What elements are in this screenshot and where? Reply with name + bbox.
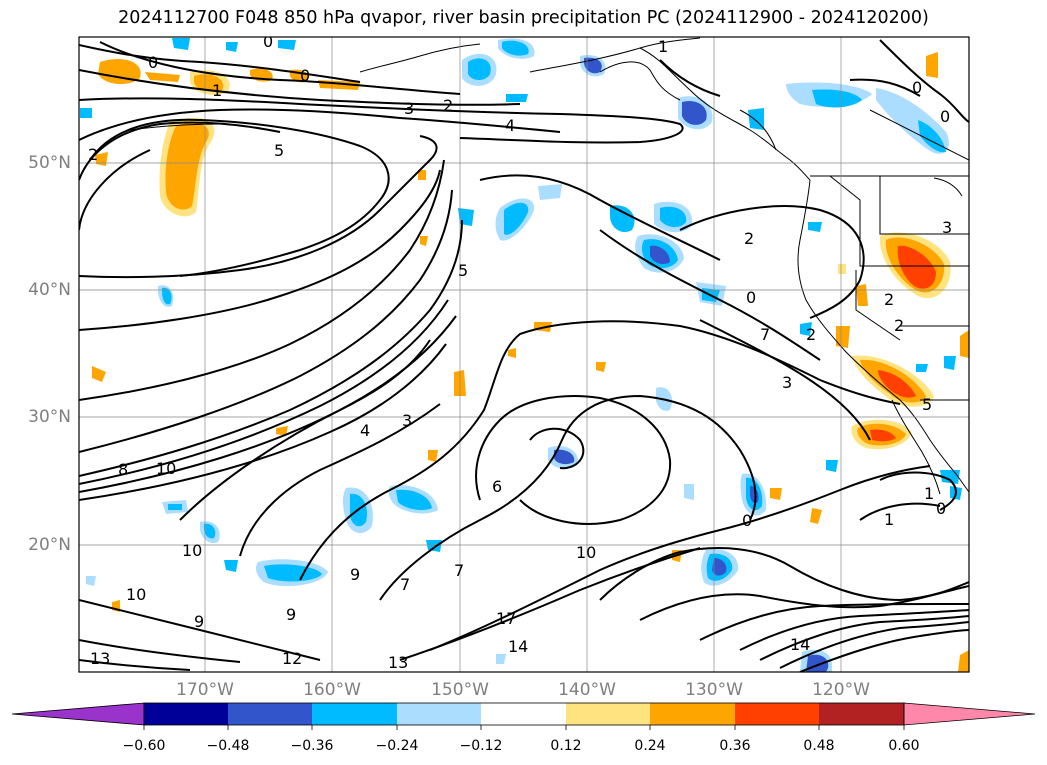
contour-label: 17: [496, 609, 516, 628]
contour-label: 0: [742, 511, 752, 530]
lat-label: 20°N: [28, 535, 71, 555]
colorbar-segment: [481, 703, 566, 725]
contour-label: 2: [894, 316, 904, 335]
lat-label: 40°N: [28, 280, 71, 300]
colorbar-segment: [397, 703, 481, 725]
contour-label: 1: [884, 510, 894, 529]
colorbar-tick-label: −0.24: [375, 738, 419, 754]
contour-label: 10: [126, 585, 146, 604]
lat-label: 50°N: [28, 153, 71, 173]
colorbar-tick-label: 0.36: [719, 738, 751, 754]
contour-label: 9: [286, 605, 296, 624]
contour-label: 0: [148, 53, 158, 72]
colorbar-segment: [735, 703, 819, 725]
contour-label: 1: [658, 37, 668, 56]
contour-label: 4: [505, 116, 515, 135]
contour-label: 3: [942, 218, 952, 237]
contour-label: 0: [746, 288, 756, 307]
colorbar-tick-label: −0.36: [290, 738, 334, 754]
lon-label: 150°W: [431, 680, 489, 700]
lon-label: 140°W: [558, 680, 616, 700]
graticule: [79, 37, 969, 672]
contour-label: 3: [782, 373, 792, 392]
contour-label: 14: [790, 635, 810, 654]
contour-label: 2: [88, 145, 98, 164]
lon-label: 170°W: [176, 680, 234, 700]
contour-label: 4: [360, 421, 370, 440]
contour-label: 5: [458, 261, 468, 280]
contour-label: 8: [118, 460, 128, 479]
lon-label: 160°W: [303, 680, 361, 700]
colorbar-segment: [228, 703, 312, 725]
colorbar-segment: [312, 703, 397, 725]
contour-label: 3: [402, 411, 412, 430]
contour-label: 10: [576, 543, 596, 562]
contour-label: 0: [940, 107, 950, 126]
colorbar-segment: [566, 703, 650, 725]
contour-label: 2: [744, 229, 754, 248]
colorbar-tick-label: 0.12: [550, 738, 582, 754]
contour-label: 2: [806, 325, 816, 344]
colorbar-tick-label: −0.12: [459, 738, 503, 754]
contour-label: 0: [300, 66, 310, 85]
lat-label: 30°N: [28, 407, 71, 427]
colorbar-tick-label: −0.60: [122, 738, 166, 754]
contour-label: 7: [760, 325, 770, 344]
map-title: 2024112700 F048 850 hPa qvapor, river ba…: [118, 8, 929, 28]
contour-label: 14: [508, 637, 528, 656]
contour-label: 5: [274, 141, 284, 160]
contour-label: 10: [182, 541, 202, 560]
contour-label: 12: [282, 649, 302, 668]
contour-label: 1: [212, 81, 222, 100]
map-plot-area: 0 0 0 0 0 1 1 2 3 4 2 5 2 3 5 0 2 2 7 4 …: [79, 32, 969, 672]
contour-label: 5: [922, 395, 932, 414]
contour-labels: 0 0 0 0 0 1 1 2 3 4 2 5 2 3 5 0 2 2 7 4 …: [88, 32, 952, 672]
lon-label: 120°W: [812, 680, 870, 700]
contour-label: 0: [912, 78, 922, 97]
contour-label: 0: [936, 499, 946, 518]
contour-label: 9: [350, 565, 360, 584]
colorbar-segment: [144, 703, 228, 725]
contour-label: 2: [443, 96, 453, 115]
colorbar-segment: [650, 703, 735, 725]
colorbar-segment: [819, 703, 904, 725]
colorbar-tick-label: 0.48: [803, 738, 835, 754]
lon-label: 130°W: [685, 680, 743, 700]
contour-label: 7: [454, 561, 464, 580]
contour-label: 10: [156, 459, 176, 478]
contour-label: 13: [388, 653, 408, 672]
contour-label: 3: [404, 99, 414, 118]
contour-label: 1: [924, 484, 934, 503]
colorbar-tick-label: −0.48: [206, 738, 250, 754]
coastline: [129, 37, 969, 495]
colorbar-tick-label: 0.60: [888, 738, 920, 754]
contour-label: 7: [400, 575, 410, 594]
contour-label: 2: [884, 290, 894, 309]
colorbar-extend-min: [11, 702, 145, 726]
contour-label: 6: [492, 477, 502, 496]
colorbar-tick-label: 0.24: [634, 738, 666, 754]
colorbar-extend-max: [903, 702, 1036, 726]
contour-label: 9: [194, 612, 204, 631]
contour-label: 0: [263, 32, 273, 51]
colorbar: [11, 702, 1036, 730]
map-frame: [78, 36, 970, 673]
contour-label: 13: [90, 649, 110, 668]
qvapor-contours: [79, 39, 969, 672]
